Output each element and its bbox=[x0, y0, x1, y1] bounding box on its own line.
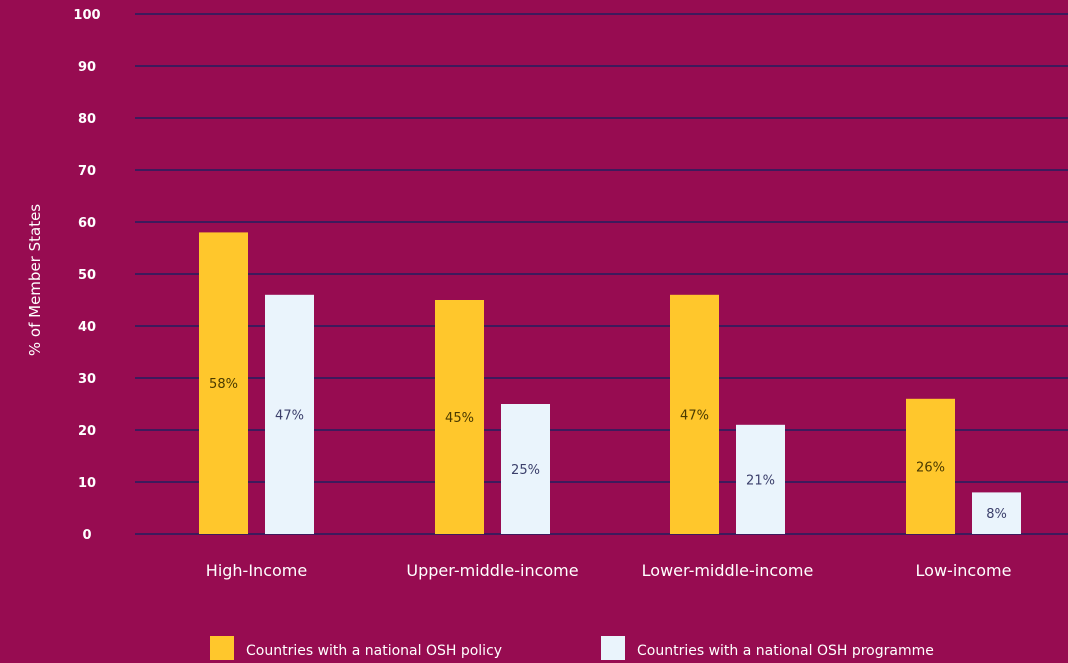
bar-data-label: 47% bbox=[680, 408, 709, 423]
x-category-label: High-Income bbox=[206, 561, 307, 580]
x-category-label: Low-income bbox=[916, 561, 1012, 580]
x-category-label: Upper-middle-income bbox=[406, 561, 578, 580]
bar-data-label: 8% bbox=[986, 507, 1007, 522]
bar-data-label: 58% bbox=[209, 377, 238, 392]
y-axis-ticks: 0 10 20 30 40 50 60 70 80 90 100 bbox=[73, 8, 100, 543]
bar-policy bbox=[199, 232, 248, 534]
x-axis-categories: High-Income Upper-middle-income Lower-midd… bbox=[206, 561, 1012, 580]
y-tick-label: 100 bbox=[73, 8, 100, 23]
bar-policy bbox=[906, 398, 955, 534]
bar-programme bbox=[972, 492, 1021, 534]
bars bbox=[199, 232, 1021, 534]
bar-programme bbox=[736, 424, 785, 534]
y-tick-label: 90 bbox=[78, 60, 96, 75]
legend: Countries with a national OSH policy Coun… bbox=[210, 636, 934, 660]
bar-data-label: 25% bbox=[511, 463, 540, 478]
bar-policy bbox=[435, 300, 484, 534]
bar-data-label: 47% bbox=[275, 408, 304, 423]
legend-label: Countries with a national OSH policy bbox=[246, 643, 502, 659]
bar-programme bbox=[501, 404, 550, 534]
y-tick-label: 60 bbox=[78, 216, 96, 231]
y-tick-label: 30 bbox=[78, 372, 96, 387]
bar-policy bbox=[670, 294, 719, 534]
x-category-label: Lower-middle-income bbox=[642, 561, 814, 580]
y-tick-label: 80 bbox=[78, 112, 96, 127]
bar-data-label: 21% bbox=[746, 473, 775, 488]
bar-data-labels: 58% 47% 45% 25% 47% 21% 26% 8% bbox=[209, 377, 1007, 522]
y-axis-title: % of Member States bbox=[26, 204, 44, 356]
y-tick-label: 20 bbox=[78, 424, 96, 439]
bar-programme bbox=[265, 294, 314, 534]
legend-swatch bbox=[601, 636, 625, 660]
bar-data-label: 45% bbox=[445, 411, 474, 426]
legend-label: Countries with a national OSH programme bbox=[637, 643, 934, 659]
y-tick-label: 40 bbox=[78, 320, 96, 335]
bar-data-label: 26% bbox=[916, 460, 945, 475]
y-tick-label: 70 bbox=[78, 164, 96, 179]
y-tick-label: 0 bbox=[82, 528, 91, 543]
y-tick-label: 50 bbox=[78, 268, 96, 283]
y-tick-label: 10 bbox=[78, 476, 96, 491]
legend-swatch bbox=[210, 636, 234, 660]
